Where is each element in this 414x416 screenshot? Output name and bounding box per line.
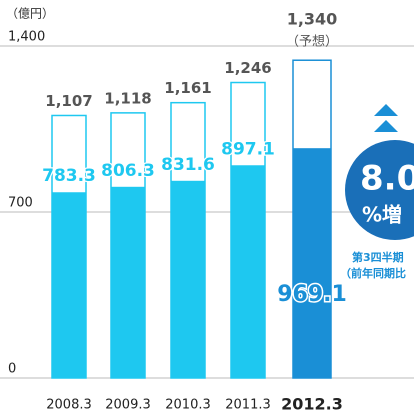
y-tick-label: 1,400 xyxy=(8,30,45,45)
part-label: 783.3 xyxy=(42,166,96,186)
total-label: 1,107 xyxy=(45,92,92,110)
part-bar xyxy=(231,165,265,378)
part-bar xyxy=(171,180,205,378)
y-tick-label: 700 xyxy=(8,196,33,211)
part-bar xyxy=(293,148,331,378)
y-tick-label: 0 xyxy=(8,362,16,377)
x-tick-label: 2010.3 xyxy=(165,398,211,413)
badge-value: 8.0 xyxy=(360,159,414,199)
part-bar xyxy=(111,186,145,378)
badge-note: 第3四半期 xyxy=(352,250,404,264)
total-label: 1,246 xyxy=(224,59,271,77)
x-tick-label: 2009.3 xyxy=(105,398,151,413)
x-tick-label: 2011.3 xyxy=(225,398,271,413)
arrow-up xyxy=(374,104,398,116)
part-label: 897.1 xyxy=(221,139,275,159)
part-bar xyxy=(52,192,86,378)
part-label: 831.6 xyxy=(161,155,215,175)
badge-note: （前年同期比 xyxy=(340,266,406,280)
unit-label: （億円） xyxy=(6,7,54,21)
forecast-label: （予想） xyxy=(286,34,338,50)
badge xyxy=(345,140,414,240)
arrow-up xyxy=(374,120,398,132)
total-label: 1,161 xyxy=(164,79,211,97)
badge-unit: %増 xyxy=(362,203,402,227)
total-label: 1,340 xyxy=(287,10,338,29)
part-label: 969.1 xyxy=(277,282,347,307)
total-label: 1,118 xyxy=(104,89,151,107)
x-tick-label: 2008.3 xyxy=(46,398,92,413)
part-label: 806.3 xyxy=(101,161,155,181)
x-tick-label: 2012.3 xyxy=(281,395,343,414)
